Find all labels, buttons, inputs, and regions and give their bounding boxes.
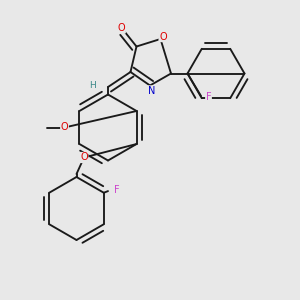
Text: O: O	[159, 32, 167, 42]
Text: H: H	[90, 81, 96, 90]
Text: O: O	[80, 152, 88, 163]
Text: F: F	[114, 184, 119, 195]
Text: O: O	[61, 122, 68, 133]
Text: O: O	[118, 23, 125, 33]
Text: F: F	[206, 92, 211, 103]
Text: N: N	[148, 86, 155, 96]
